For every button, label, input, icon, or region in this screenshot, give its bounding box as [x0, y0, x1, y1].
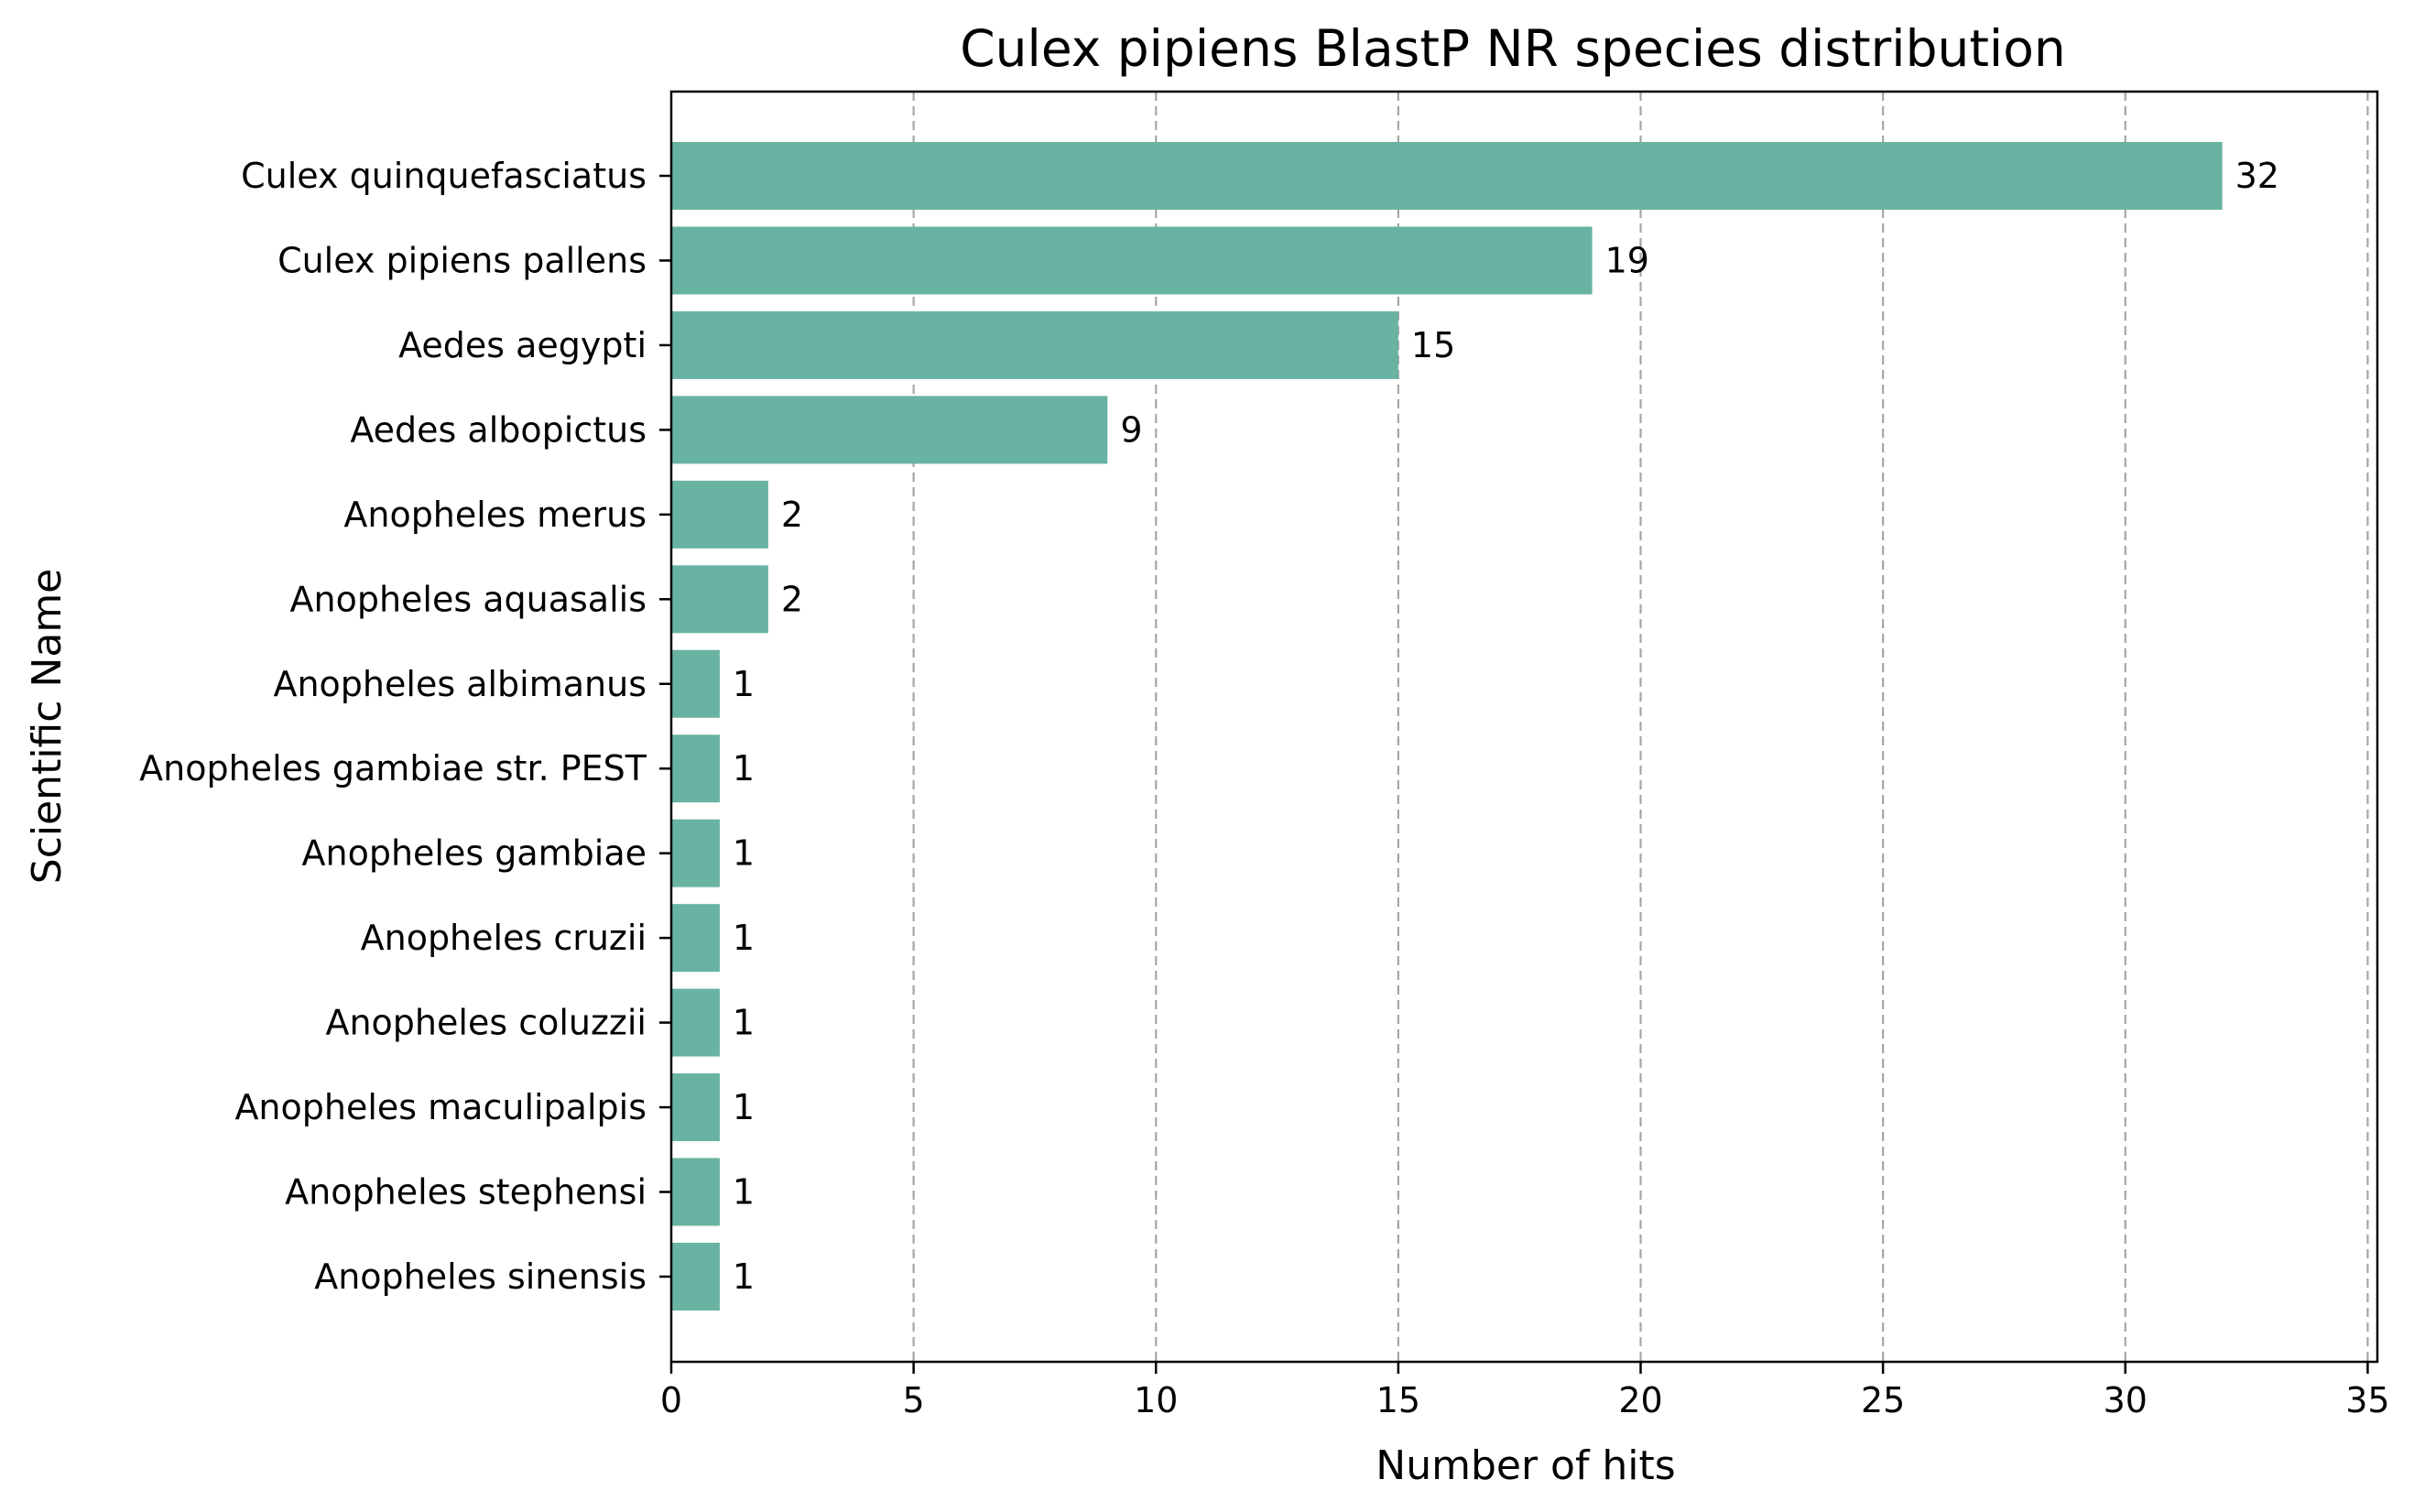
data-label-3: 9	[1120, 409, 1142, 450]
data-label-6: 1	[733, 664, 755, 704]
y-tick-label-5: Anopheles aquasalis	[290, 579, 647, 619]
plot-frame	[669, 90, 2379, 1364]
ticks: Culex quinquefasciatus Culex pipiens pall…	[139, 156, 2389, 1420]
x-tick-label-1: 5	[903, 1380, 925, 1420]
bar-3	[671, 396, 1108, 464]
bar-11	[671, 1073, 720, 1142]
data-label-13: 1	[733, 1256, 755, 1297]
y-tick-label-7: Anopheles gambiae str. PEST	[139, 748, 647, 789]
y-tick-label-13: Anopheles sinensis	[314, 1256, 647, 1297]
y-tick-label-12: Anopheles stephensi	[285, 1172, 647, 1213]
bar-0	[671, 142, 2223, 210]
bar-6	[671, 649, 720, 718]
gridlines	[912, 92, 2369, 1362]
x-tick-label-7: 35	[2345, 1380, 2389, 1420]
bar-2	[671, 310, 1398, 379]
chart-title: Culex pipiens BlastP NR species distribu…	[960, 19, 2065, 78]
data-label-1: 19	[1605, 240, 1649, 280]
bar-5	[671, 565, 768, 634]
bar-7	[671, 734, 720, 803]
bar-10	[671, 988, 720, 1057]
x-tick-label-4: 20	[1618, 1380, 1662, 1420]
bar-13	[671, 1242, 720, 1311]
data-label-4: 2	[781, 495, 803, 535]
x-tick-label-2: 10	[1134, 1380, 1178, 1420]
x-tick-label-6: 30	[2104, 1380, 2148, 1420]
data-label-12: 1	[733, 1172, 755, 1213]
data-label-7: 1	[733, 748, 755, 789]
x-tick-label-5: 25	[1861, 1380, 1905, 1420]
axes	[669, 90, 2379, 1364]
y-tick-label-2: Aedes aegypti	[398, 325, 647, 365]
data-label-10: 1	[733, 1003, 755, 1043]
y-tick-label-4: Anopheles merus	[343, 495, 647, 535]
y-tick-label-1: Culex pipiens pallens	[277, 240, 647, 280]
x-tick-label-0: 0	[660, 1380, 682, 1420]
y-tick-label-0: Culex quinquefasciatus	[241, 156, 647, 196]
y-axis-label: Scientific Name	[24, 569, 71, 884]
bar-4	[671, 480, 768, 549]
bar-12	[671, 1158, 720, 1226]
y-tick-label-10: Anopheles coluzzii	[325, 1003, 647, 1043]
data-labels: 32 19 15 9 2 2 1 1 1 1 1 1 1 1	[733, 156, 2279, 1297]
bar-9	[671, 904, 720, 973]
x-axis-label: Number of hits	[1376, 1442, 1675, 1489]
data-label-5: 2	[781, 579, 803, 619]
bar-1	[671, 226, 1593, 295]
y-tick-label-11: Anopheles maculipalpis	[234, 1087, 647, 1127]
data-label-11: 1	[733, 1087, 755, 1127]
y-tick-label-6: Anopheles albimanus	[273, 664, 647, 704]
y-tick-label-9: Anopheles cruzii	[361, 918, 647, 958]
bar-8	[671, 819, 720, 887]
y-tick-label-8: Anopheles gambiae	[302, 833, 647, 874]
data-label-8: 1	[733, 833, 755, 874]
bars	[671, 142, 2223, 1311]
y-tick-label-3: Aedes albopictus	[350, 409, 647, 450]
data-label-9: 1	[733, 918, 755, 958]
data-label-0: 32	[2235, 156, 2279, 196]
x-tick-label-3: 15	[1376, 1380, 1420, 1420]
data-label-2: 15	[1411, 325, 1455, 365]
